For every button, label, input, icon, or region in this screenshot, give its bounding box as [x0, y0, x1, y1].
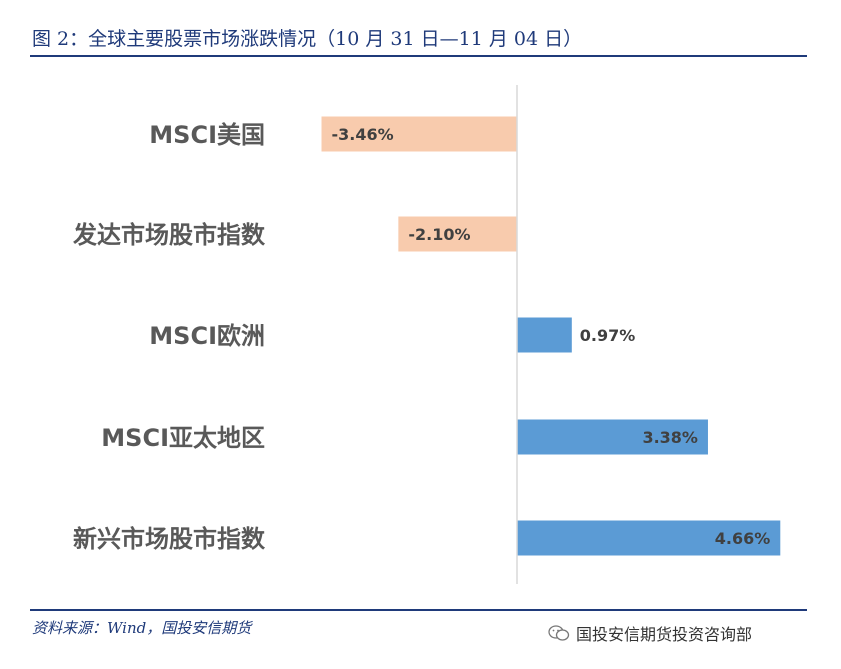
top-rule: [30, 55, 807, 57]
value-label: -3.46%: [332, 125, 394, 144]
category-label: 发达市场股市指数: [72, 221, 266, 249]
bar-2: [398, 216, 517, 252]
watermark-text: 国投安信期货投资咨询部: [576, 625, 753, 644]
watermark: 国投安信期货投资咨询部: [548, 621, 752, 645]
bar-1: [321, 116, 517, 152]
source-note: 资料来源：Wind，国投安信期货: [32, 619, 252, 637]
value-label: 4.66%: [715, 529, 771, 548]
bar-3: [517, 317, 572, 353]
category-label: MSCI美国: [149, 121, 265, 149]
chart-title: 图 2：全球主要股票市场涨跌情况（10 月 31 日—11 月 04 日）: [32, 28, 583, 50]
category-label: 新兴市场股市指数: [73, 525, 266, 553]
category-label: MSCI欧洲: [149, 322, 265, 350]
category-label: MSCI亚太地区: [101, 424, 265, 452]
bottom-rule: [30, 609, 807, 611]
wechat-icon: [548, 624, 570, 642]
value-label: -2.10%: [408, 225, 470, 244]
bar-5: [517, 520, 781, 556]
value-label: 0.97%: [580, 326, 636, 345]
bar-4: [517, 419, 708, 455]
value-label: 3.38%: [642, 428, 698, 447]
